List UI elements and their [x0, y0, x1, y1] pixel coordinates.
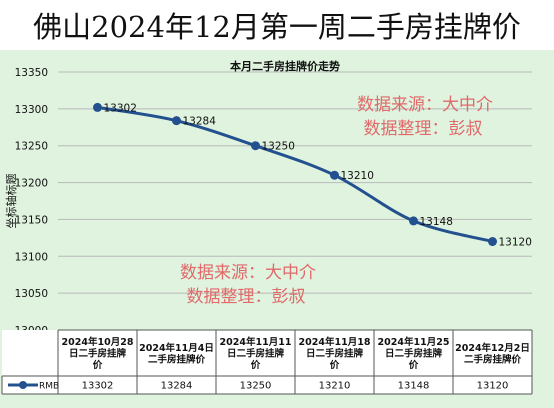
chart-title: 本月二手房挂牌价走势 [230, 59, 340, 73]
table-value: 13250 [240, 381, 272, 392]
legend-marker [19, 381, 27, 389]
data-point [488, 237, 497, 247]
y-tick-label: 13100 [15, 251, 48, 263]
category-label: 价 [93, 359, 103, 371]
y-tick-label: 13050 [15, 288, 48, 300]
data-label: 13148 [420, 216, 453, 228]
data-point [409, 216, 418, 226]
category-label: 价 [330, 359, 340, 371]
category-label: 2024年10月28 [62, 336, 134, 348]
table-value: 13302 [82, 381, 114, 392]
watermark-author: 数据整理：彭叔 [187, 287, 306, 307]
data-point [93, 102, 102, 112]
category-label: 日二手房挂牌 [306, 348, 364, 360]
category-label: 2024年11月18 [299, 336, 371, 348]
category-label: 日二手房挂牌 [385, 348, 443, 360]
data-point [330, 170, 339, 180]
category-label: 2024年12月2日 [455, 342, 530, 354]
category-label: 日二手房挂牌 [227, 348, 285, 360]
category-label: 价 [251, 359, 261, 371]
data-label: 13120 [499, 237, 532, 249]
page-title: 佛山2024年12月第一周二手房挂牌价 [33, 10, 521, 44]
data-label: 13284 [183, 116, 217, 128]
legend-label: RMB [39, 382, 59, 392]
y-tick-label: 13300 [15, 104, 48, 116]
table-value: 13120 [477, 381, 509, 392]
category-label: 2024年11月11 [220, 336, 292, 348]
title-banner: 佛山2024年12月第一周二手房挂牌价 [0, 0, 554, 48]
y-tick-label: 13250 [15, 141, 48, 153]
watermark-author: 数据整理：彭叔 [364, 119, 483, 139]
data-label: 13210 [341, 170, 374, 182]
table-value: 13210 [319, 381, 351, 392]
data-label: 13302 [104, 102, 137, 114]
category-label: 日二手房挂牌 [69, 348, 127, 360]
table-value: 13284 [161, 381, 193, 392]
data-point [172, 116, 181, 126]
watermark-source: 数据来源：大中介 [180, 263, 316, 283]
category-label: 二手房挂牌价 [464, 353, 522, 365]
y-tick-label: 13150 [15, 214, 48, 226]
data-label: 13250 [262, 141, 295, 153]
data-point [251, 141, 260, 151]
category-label: 二手房挂牌价 [148, 353, 206, 365]
y-tick-label: 13350 [15, 67, 48, 79]
watermark-source: 数据来源：大中介 [357, 95, 493, 115]
category-label: 2024年11月4日 [139, 342, 214, 354]
data-table-bg [2, 330, 532, 394]
category-label: 2024年11月25 [378, 336, 450, 348]
category-label: 价 [409, 359, 419, 371]
y-tick-label: 13200 [15, 178, 48, 190]
y-axis-title: 坐标轴标题 [4, 174, 18, 229]
table-value: 13148 [398, 381, 430, 392]
